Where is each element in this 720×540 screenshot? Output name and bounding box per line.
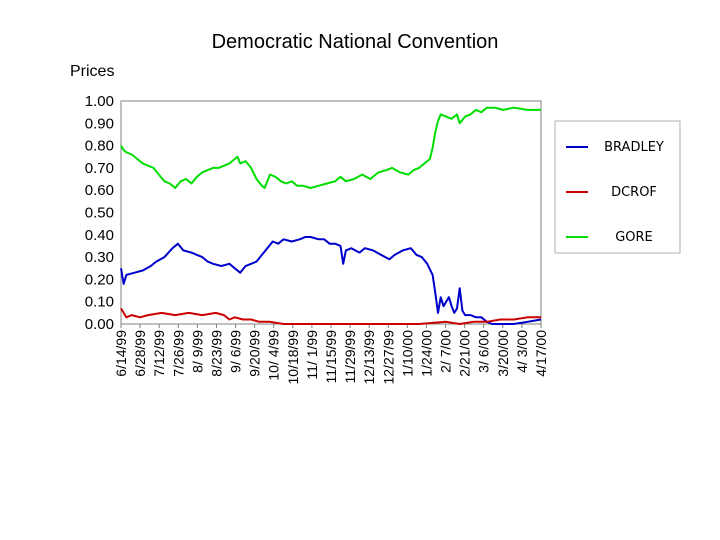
x-tick-label: 8/23/99 [208,330,224,377]
series-line-gore [120,106,541,189]
x-tick-label: 11/ 1/99 [304,330,320,380]
x-tick-label: 3/20/00 [495,330,511,377]
chart-title: Democratic National Convention [212,31,499,53]
y-tick-label: 0.80 [85,138,114,155]
x-tick-label: 12/13/99 [361,330,377,385]
y-axis-label: Prices [70,63,114,80]
x-tick-label: 2/21/00 [457,330,473,377]
x-tick-label: 7/12/99 [151,330,167,377]
x-tick-label: 3/ 6/00 [476,330,492,373]
x-tick-label: 4/ 3/00 [514,330,530,373]
x-tick-label: 12/27/99 [380,330,396,385]
legend-label-gore: GORE [615,230,653,245]
y-tick-label: 0.00 [85,316,114,333]
x-tick-label: 1/10/00 [399,330,415,377]
x-tick-label: 11/15/99 [323,330,339,384]
x-tick-label: 2/ 7/00 [438,330,454,373]
y-tick-label: 0.10 [85,294,114,311]
x-tick-label: 10/18/99 [285,330,301,385]
x-axis-ticks: 6/14/99 6/28/99 7/12/99 7/26/99 8/ 9/99 8/23/… [113,324,549,385]
legend-box [554,120,681,254]
y-tick-label: 0.90 [85,115,114,132]
legend: BRADLEY DCROF GORE [554,120,681,254]
y-axis-ticks: 1.00 0.90 0.80 0.70 0.60 0.50 0.40 0.30 0.20 0.10… [85,93,114,333]
x-tick-label: 6/14/99 [113,330,129,377]
x-tick-label: 7/26/99 [170,330,186,377]
y-tick-label: 0.60 [85,182,114,199]
x-tick-label: 4/17/00 [533,330,549,377]
x-tick-label: 8/ 9/99 [189,330,205,373]
x-tick-label: 9/20/99 [247,330,263,377]
y-tick-label: 0.30 [85,249,114,266]
x-tick-label: 11/29/99 [342,330,358,384]
legend-label-bradley: BRADLEY [604,140,664,155]
series-line-dcrof [120,307,541,325]
plot-area [120,100,542,325]
x-tick-label: 10/ 4/99 [266,330,282,381]
series-lines [120,106,542,325]
series-line-bradley [120,236,542,325]
x-tick-label: 9/ 6/99 [228,330,244,373]
legend-label-dcrof: DCROF [611,185,657,200]
y-tick-label: 0.70 [85,160,114,177]
y-tick-label: 0.50 [85,205,114,222]
x-tick-label: 6/28/99 [132,330,148,377]
y-tick-label: 1.00 [85,93,114,110]
y-tick-label: 0.40 [85,227,114,244]
x-tick-label: 1/24/00 [418,330,434,377]
y-tick-label: 0.20 [85,271,114,288]
